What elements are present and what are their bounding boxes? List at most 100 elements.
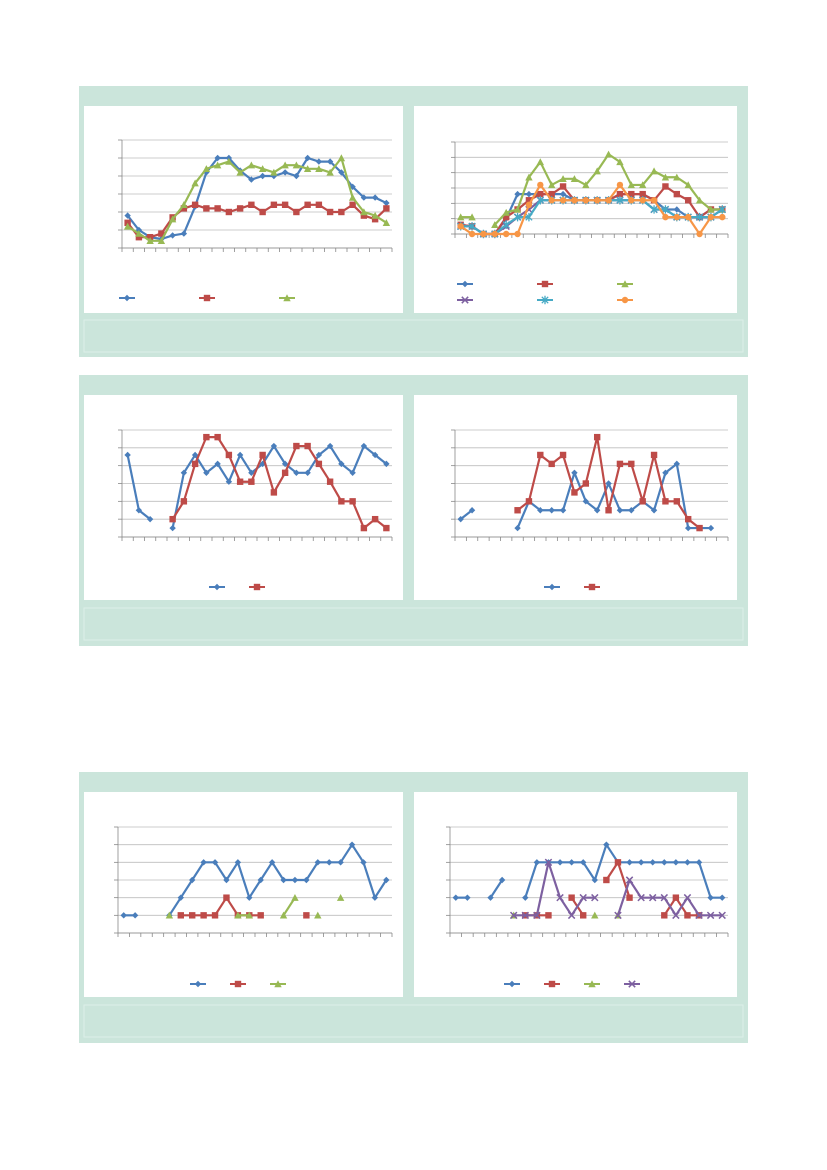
marker: [360, 208, 368, 216]
series: [123, 154, 391, 244]
marker: [292, 161, 301, 169]
marker: [525, 190, 533, 198]
marker: [605, 480, 612, 487]
marker: [158, 230, 165, 237]
marker: [281, 201, 289, 208]
marker: [270, 489, 278, 496]
series: [457, 460, 715, 532]
marker: [559, 197, 567, 204]
marker: [650, 451, 658, 459]
marker: [626, 859, 633, 866]
marker: [637, 893, 645, 902]
marker: [468, 213, 476, 221]
legend-marker: [234, 980, 242, 988]
marker: [661, 173, 670, 181]
marker: [135, 234, 143, 241]
marker: [719, 894, 726, 901]
marker: [236, 451, 244, 459]
marker: [326, 168, 334, 176]
marker: [513, 205, 522, 213]
marker: [315, 201, 323, 208]
marker: [270, 168, 278, 176]
marker: [131, 912, 139, 919]
marker: [180, 498, 188, 505]
marker: [214, 154, 221, 162]
series-line: [171, 444, 388, 529]
marker: [281, 169, 289, 176]
marker: [525, 173, 533, 181]
marker: [371, 211, 379, 219]
marker: [225, 478, 233, 485]
marker: [537, 190, 544, 198]
marker: [616, 181, 624, 189]
marker: [684, 859, 691, 866]
marker: [525, 197, 533, 204]
marker: [559, 507, 567, 514]
marker: [637, 859, 645, 866]
marker: [202, 165, 211, 172]
marker: [533, 911, 541, 920]
marker: [281, 469, 289, 476]
marker: [491, 230, 499, 238]
marker: [180, 205, 188, 212]
marker: [348, 193, 357, 201]
marker: [487, 894, 494, 901]
marker: [189, 912, 196, 919]
marker: [304, 154, 311, 162]
marker: [502, 220, 510, 229]
marker: [513, 212, 522, 222]
marker: [616, 158, 624, 166]
legend-marker: [621, 280, 629, 288]
marker: [537, 181, 544, 189]
marker: [684, 181, 692, 189]
marker: [525, 201, 533, 209]
marker: [548, 197, 555, 204]
marker: [695, 859, 703, 866]
marker: [662, 183, 669, 190]
marker: [247, 161, 256, 169]
legend-marker: [461, 296, 469, 304]
panel-footer: [83, 319, 744, 353]
marker: [452, 894, 459, 901]
marker: [683, 893, 692, 902]
marker: [360, 442, 368, 450]
marker: [672, 894, 680, 901]
marker: [625, 876, 634, 884]
marker: [559, 183, 567, 190]
marker: [568, 894, 575, 901]
marker: [293, 469, 300, 476]
marker: [559, 175, 567, 182]
marker: [661, 912, 668, 919]
marker: [225, 208, 233, 216]
marker: [259, 208, 266, 216]
series: [169, 433, 390, 532]
marker: [661, 859, 668, 866]
marker: [223, 876, 230, 884]
marker: [673, 190, 681, 198]
marker: [191, 201, 199, 208]
marker: [502, 213, 510, 221]
marker: [582, 181, 590, 189]
marker: [270, 172, 278, 180]
marker: [650, 205, 658, 214]
marker: [200, 912, 207, 919]
marker: [280, 876, 287, 884]
marker: [639, 190, 646, 198]
marker: [315, 165, 323, 172]
marker: [533, 859, 541, 866]
marker: [559, 451, 567, 459]
marker: [338, 169, 345, 176]
marker: [593, 197, 601, 204]
marker: [383, 876, 390, 884]
panel-footer: [83, 607, 744, 641]
marker: [203, 469, 210, 476]
marker: [120, 912, 127, 919]
legend-marker: [541, 295, 549, 305]
marker: [464, 894, 471, 901]
marker: [673, 206, 681, 213]
marker: [673, 213, 681, 221]
marker: [514, 524, 521, 532]
marker: [684, 197, 692, 204]
marker: [349, 201, 356, 208]
marker: [627, 181, 636, 189]
